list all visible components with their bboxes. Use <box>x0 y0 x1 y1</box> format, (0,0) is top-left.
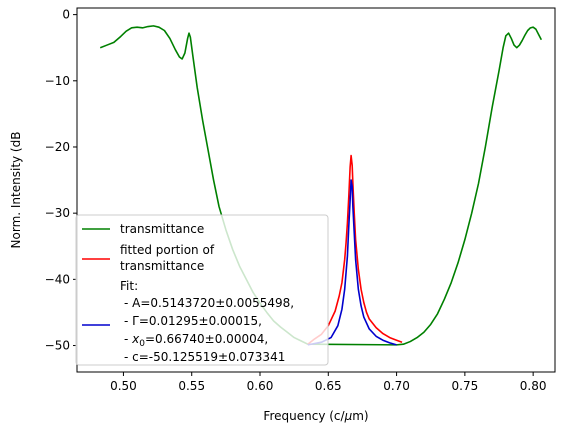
legend-fit-c: - c=-50.125519±0.073341 <box>124 350 285 364</box>
axes-frame <box>76 7 556 373</box>
x-tick-label: 0.75 <box>452 379 479 393</box>
series-line-3 <box>307 179 397 346</box>
x-tick-label: 0.80 <box>520 379 547 393</box>
y-axis-label: Norm. Intensity (dB <box>9 132 23 249</box>
y-tick-label: −20 <box>45 140 70 154</box>
y-tick-label: −10 <box>45 74 70 88</box>
legend-box <box>75 214 329 366</box>
x-tick-label: 0.65 <box>315 379 342 393</box>
y-tick-label: 0 <box>62 8 70 22</box>
x-tick-label: 0.50 <box>110 379 137 393</box>
x-tick-label: 0.60 <box>247 379 274 393</box>
legend: transmittance fitted portion of transmit… <box>75 214 329 366</box>
axis-ticks: 0.50 0.55 0.60 0.65 0.70 0.75 0.80 0 −10 −20 −30 −4… <box>45 8 547 393</box>
legend-fit-title: Fit: <box>120 279 138 293</box>
legend-label-transmittance: transmittance <box>120 222 204 236</box>
y-tick-label: −50 <box>45 339 70 353</box>
legend-fit-gamma: - Γ=0.01295±0.00015, <box>124 314 262 328</box>
series-line-2 <box>307 154 403 345</box>
y-tick-label: −40 <box>45 272 70 286</box>
y-tick-label: −30 <box>45 206 70 220</box>
x-axis-label: Frequency (c/μm) <box>263 409 368 423</box>
legend-label-fitted-line2: transmittance <box>120 259 204 273</box>
legend-fit-A: - A=0.5143720±0.0055498, <box>124 296 294 310</box>
x-tick-label: 0.55 <box>178 379 205 393</box>
legend-fit-x0: - x0=0.66740±0.00004, <box>124 332 268 349</box>
x-tick-label: 0.70 <box>383 379 410 393</box>
legend-label-fitted-line1: fitted portion of <box>120 243 215 257</box>
